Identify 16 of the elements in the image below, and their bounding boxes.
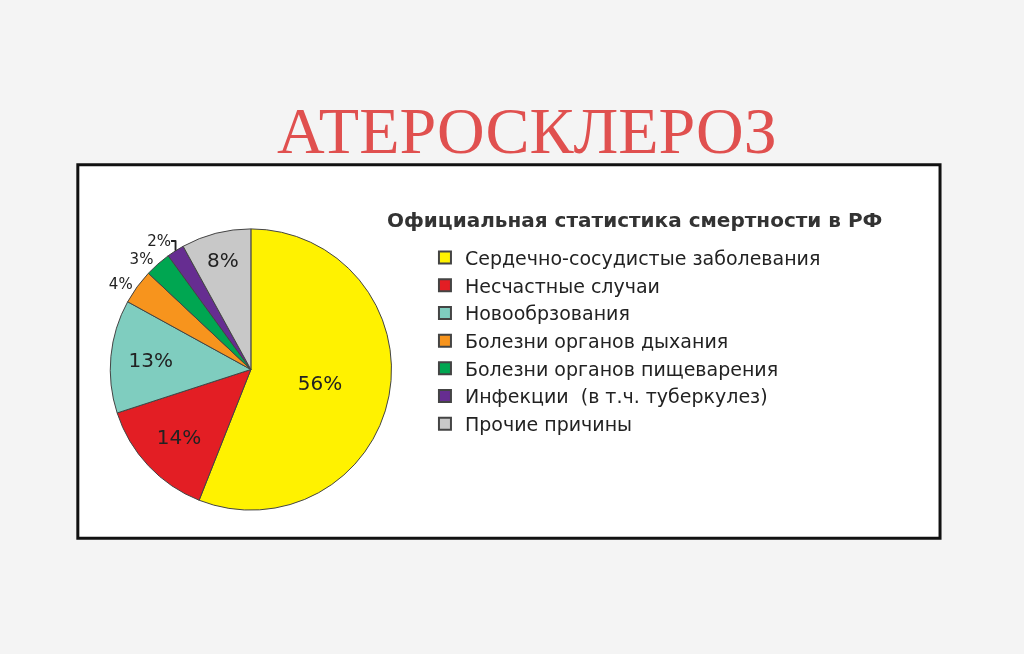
legend-label: Инфекции (в т.ч. туберкулез) [464, 385, 768, 408]
data-label: 13% [128, 348, 173, 373]
chart-title: АТЕРОСКЛЕРОЗ [277, 94, 777, 167]
legend-label: Болезни органов пищеварения [464, 357, 779, 380]
legend-label: Сердечно-сосудистые заболевания [464, 246, 821, 269]
data-label: 3% [129, 249, 154, 268]
legend-label: Прочие причины [464, 413, 633, 436]
chart-subtitle: Официальная статистика смертности в РФ [387, 208, 883, 232]
legend-label: Болезни органов дыхания [464, 330, 729, 353]
data-label: 56% [297, 370, 343, 395]
data-label: 2% [147, 231, 172, 250]
legend-label: Новообрзования [464, 302, 630, 325]
data-label: 8% [207, 248, 239, 273]
data-label: 14% [156, 425, 202, 450]
data-label: 4% [108, 274, 133, 293]
legend-label: Несчастные случаи [464, 274, 660, 297]
